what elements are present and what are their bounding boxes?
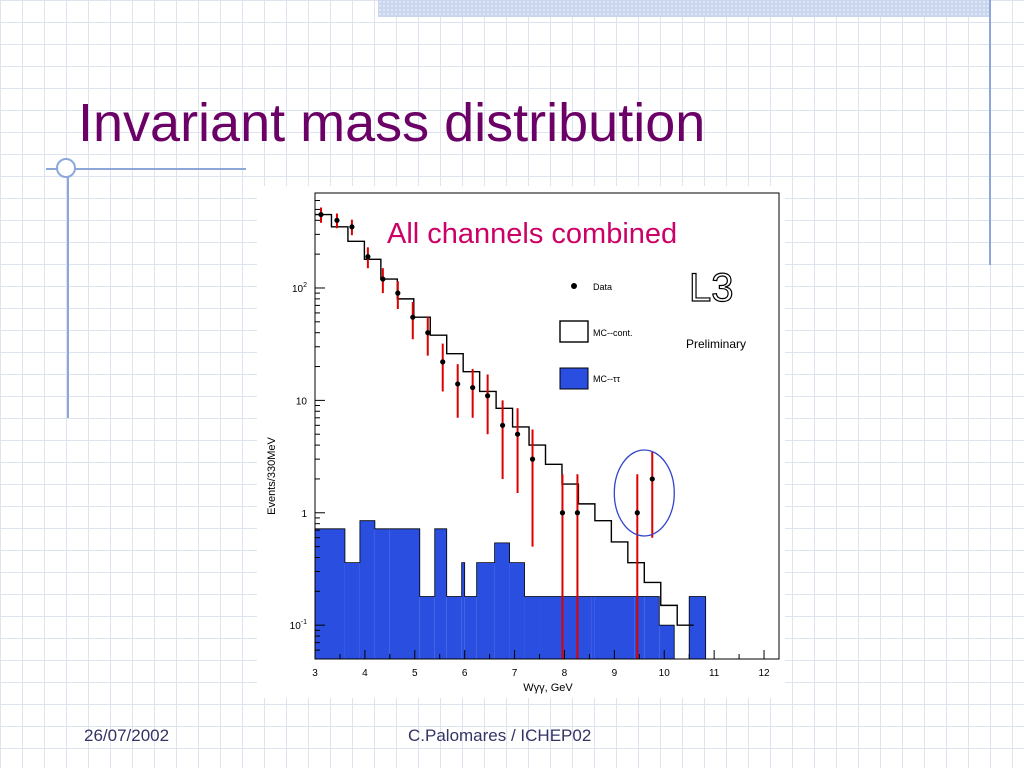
mc-tt-bin (509, 562, 525, 659)
mc-tt-bin (644, 596, 660, 659)
mc-tt-bin (344, 562, 360, 659)
x-tick-label: 5 (412, 668, 418, 679)
legend-data-label: Data (593, 282, 612, 292)
decorative-horizontal-line (46, 168, 246, 170)
footer-date: 26/07/2002 (84, 726, 170, 745)
x-tick-label: 11 (709, 668, 720, 679)
legend-mc-tt-label: MC--ττ (593, 374, 621, 384)
x-tick-label: 3 (312, 668, 318, 679)
chart-container: 3 4 5 6 7 8 9 10 11 12 102 10 1 10-1 All channels com… (257, 186, 785, 698)
preliminary-label: Preliminary (686, 337, 746, 351)
data-point (514, 431, 521, 437)
mc-tt-bin (464, 596, 477, 659)
x-tick-label: 9 (612, 668, 618, 679)
y-tick-label: 1 (301, 509, 307, 520)
x-tick-label: 4 (362, 668, 368, 679)
mc-cont-line (315, 213, 694, 626)
mc-tt-bin (419, 596, 435, 659)
decorative-circle-mark (56, 158, 76, 178)
mc-tt-bin (594, 596, 635, 659)
data-point (349, 224, 355, 230)
data-point (380, 276, 386, 282)
legend-data-marker (571, 283, 577, 289)
legend-mc-cont-swatch (559, 320, 589, 343)
data-point (499, 422, 506, 428)
mc-tt-bin (539, 596, 592, 659)
experiment-label: L3 (689, 266, 734, 310)
mc-continuum-histogram (315, 213, 694, 626)
mc-tt-bin (461, 562, 465, 659)
mc-tt-bin (494, 542, 510, 659)
mc-tt-bin (524, 596, 540, 659)
data-points-layer (318, 207, 655, 659)
data-point (455, 381, 461, 387)
data-point (559, 510, 566, 516)
data-point (634, 510, 640, 516)
data-point (318, 211, 324, 218)
mc-tt-outline (314, 520, 707, 660)
mc-tt-bin (359, 520, 375, 659)
y-tick-label: 10-1 (290, 619, 307, 632)
mc-tt-bin (374, 528, 390, 659)
highlight-ellipse (613, 449, 675, 537)
legend-mc-tt-swatch (559, 367, 589, 390)
data-point (425, 330, 431, 336)
footer-author: C.Palomares / ICHEP02 (408, 726, 592, 745)
data-point (410, 314, 416, 320)
page-title: Invariant mass distribution (78, 93, 706, 153)
data-point (395, 290, 401, 296)
decorative-vertical-line-left (67, 160, 69, 418)
mc-tt-bin (634, 596, 645, 659)
invariant-mass-chart: 3 4 5 6 7 8 9 10 11 12 102 10 1 10-1 All channels com… (266, 192, 780, 694)
mc-tt-bin (389, 528, 420, 659)
legend: Data MC--cont. MC--ττ (559, 282, 633, 390)
y-tick-label: 102 (292, 282, 307, 295)
x-tick-label: 10 (659, 668, 671, 679)
data-point (574, 510, 581, 516)
decorative-vertical-line-right (989, 0, 991, 265)
chart-annotation: All channels combined (387, 218, 677, 250)
mc-tt-bin (591, 596, 595, 659)
data-point (365, 254, 371, 260)
mc-tt-bin (315, 528, 345, 659)
x-tick-label: 7 (512, 668, 518, 679)
data-point (440, 359, 446, 365)
y-tick-label: 10 (296, 396, 308, 407)
plot-frame (314, 192, 780, 660)
data-point (334, 217, 340, 223)
y-axis-label: Events/330MeV (266, 437, 278, 515)
mc-tt-bin (689, 596, 706, 659)
x-axis-label: Wγγ, GeV (523, 682, 573, 694)
data-point (529, 456, 536, 462)
legend-mc-cont-label: MC--cont. (593, 328, 633, 338)
data-point (470, 384, 476, 391)
axes-layer: 3 4 5 6 7 8 9 10 11 12 102 10 1 10-1 (290, 192, 770, 679)
x-tick-label: 8 (562, 668, 568, 679)
mc-tautau-histogram (314, 520, 707, 660)
mc-tt-bin (476, 562, 495, 659)
mc-tt-bin (434, 528, 447, 659)
mc-tt-bin (659, 625, 675, 659)
top-decorative-bar (378, 0, 990, 17)
x-tick-label: 6 (462, 668, 468, 679)
data-point (485, 393, 491, 399)
x-tick-label: 12 (758, 668, 770, 679)
mc-tt-bin (446, 596, 462, 659)
data-point (649, 476, 655, 482)
